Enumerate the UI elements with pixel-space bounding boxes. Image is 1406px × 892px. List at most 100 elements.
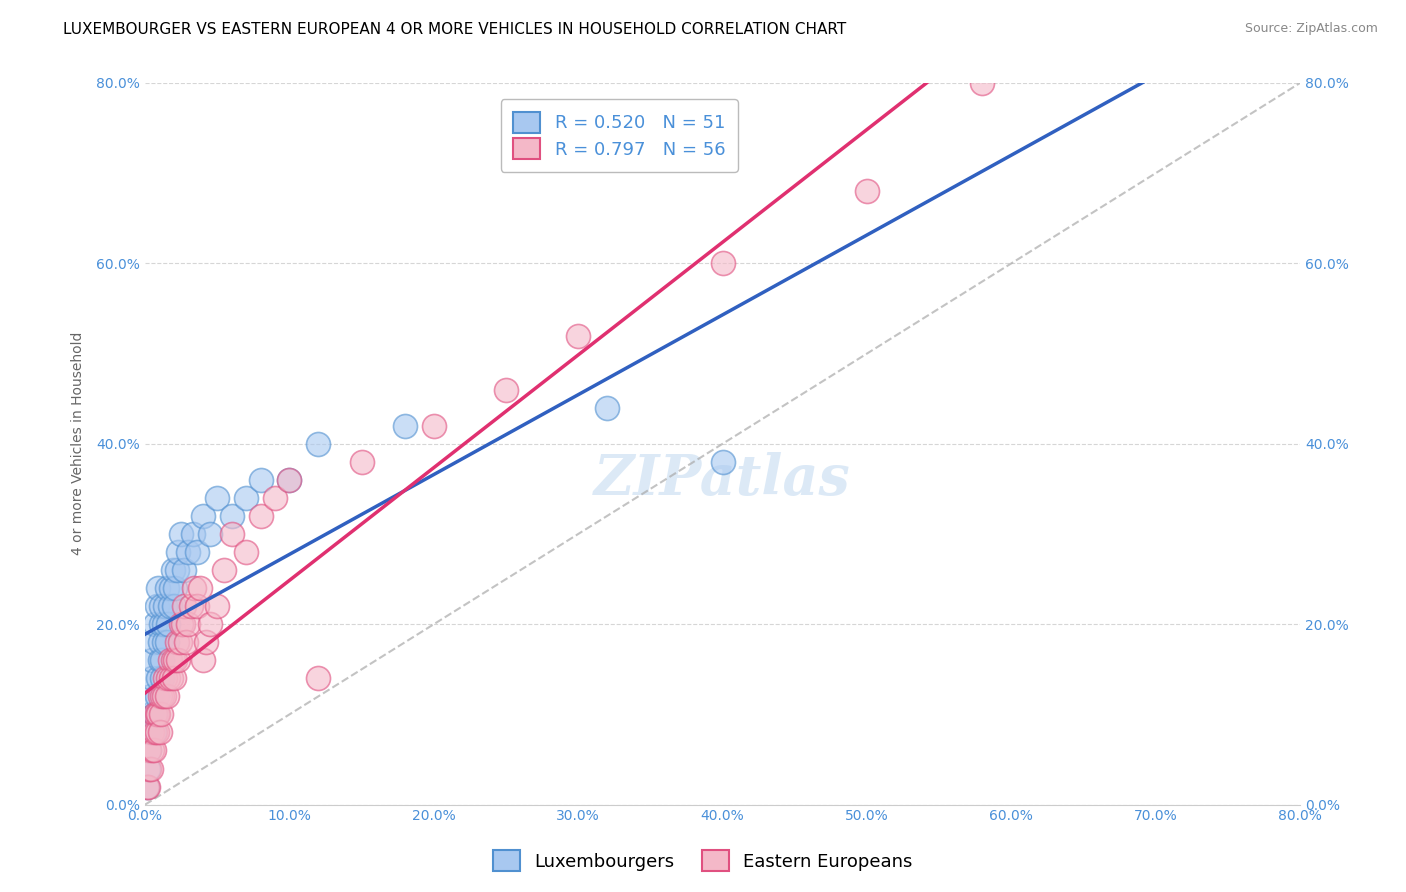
Text: ZIPatlas: ZIPatlas (595, 452, 851, 508)
Point (146, 581, 169, 595)
Point (142, 635, 165, 649)
Point (186, 545, 208, 559)
Point (165, 581, 187, 595)
Point (159, 599, 181, 614)
Point (191, 508, 214, 523)
Point (149, 617, 172, 632)
Point (141, 743, 163, 757)
Point (167, 653, 190, 667)
Point (152, 653, 174, 667)
Point (191, 653, 214, 667)
Point (423, 418, 446, 433)
Point (145, 707, 167, 722)
Point (162, 653, 184, 667)
Point (186, 599, 208, 614)
Point (172, 617, 194, 632)
Point (141, 653, 163, 667)
Point (153, 690, 176, 704)
Point (143, 707, 166, 722)
Point (207, 491, 229, 505)
Point (350, 455, 373, 469)
Point (148, 725, 170, 739)
Text: Source: ZipAtlas.com: Source: ZipAtlas.com (1244, 22, 1378, 36)
Point (135, 780, 157, 794)
Point (149, 707, 172, 722)
Point (235, 491, 257, 505)
Point (278, 473, 301, 487)
Point (153, 617, 176, 632)
Point (157, 617, 180, 632)
Point (143, 707, 166, 722)
Point (567, 328, 589, 343)
Point (149, 599, 172, 614)
Point (394, 418, 416, 433)
Point (183, 581, 205, 595)
Point (163, 671, 186, 685)
Point (141, 725, 163, 739)
Point (170, 527, 193, 541)
Point (143, 617, 166, 632)
Point (142, 743, 165, 757)
Point (177, 617, 200, 632)
Point (139, 762, 162, 776)
Point (163, 599, 186, 614)
Point (162, 563, 184, 577)
Point (156, 581, 179, 595)
Point (169, 635, 191, 649)
Point (278, 473, 301, 487)
Point (711, 455, 734, 469)
Point (145, 599, 167, 614)
Point (711, 256, 734, 270)
Point (307, 437, 329, 451)
Point (596, 401, 619, 415)
Point (165, 653, 187, 667)
Point (264, 491, 287, 505)
Point (194, 635, 217, 649)
Point (152, 690, 174, 704)
Point (139, 707, 162, 722)
Point (856, 184, 879, 198)
Point (138, 725, 160, 739)
Legend: R = 0.520   N = 51, R = 0.797   N = 56: R = 0.520 N = 51, R = 0.797 N = 56 (501, 99, 738, 171)
Point (156, 690, 179, 704)
Point (170, 617, 193, 632)
Point (143, 725, 166, 739)
Point (139, 690, 162, 704)
Point (148, 653, 170, 667)
Point (148, 635, 170, 649)
Point (145, 690, 167, 704)
Point (181, 527, 204, 541)
Text: LUXEMBOURGER VS EASTERN EUROPEAN 4 OR MORE VEHICLES IN HOUSEHOLD CORRELATION CHA: LUXEMBOURGER VS EASTERN EUROPEAN 4 OR MO… (63, 22, 846, 37)
Point (138, 743, 160, 757)
Point (221, 508, 243, 523)
Point (198, 617, 221, 632)
Point (159, 653, 181, 667)
Point (495, 383, 517, 397)
Point (141, 671, 163, 685)
Point (135, 780, 157, 794)
Point (214, 563, 236, 577)
Point (155, 671, 177, 685)
Point (173, 599, 195, 614)
Point (972, 76, 994, 90)
Point (180, 599, 202, 614)
Point (146, 671, 169, 685)
Point (155, 599, 177, 614)
Point (146, 707, 169, 722)
Point (152, 671, 174, 685)
Point (249, 508, 271, 523)
Point (235, 545, 257, 559)
Point (157, 671, 180, 685)
Point (145, 725, 167, 739)
Point (249, 473, 271, 487)
Y-axis label: 4 or more Vehicles in Household: 4 or more Vehicles in Household (72, 332, 86, 556)
Point (173, 563, 195, 577)
Point (148, 690, 170, 704)
Point (142, 725, 165, 739)
Point (307, 671, 329, 685)
Point (136, 780, 159, 794)
Point (166, 563, 188, 577)
Point (156, 635, 179, 649)
Point (221, 527, 243, 541)
Point (136, 762, 159, 776)
